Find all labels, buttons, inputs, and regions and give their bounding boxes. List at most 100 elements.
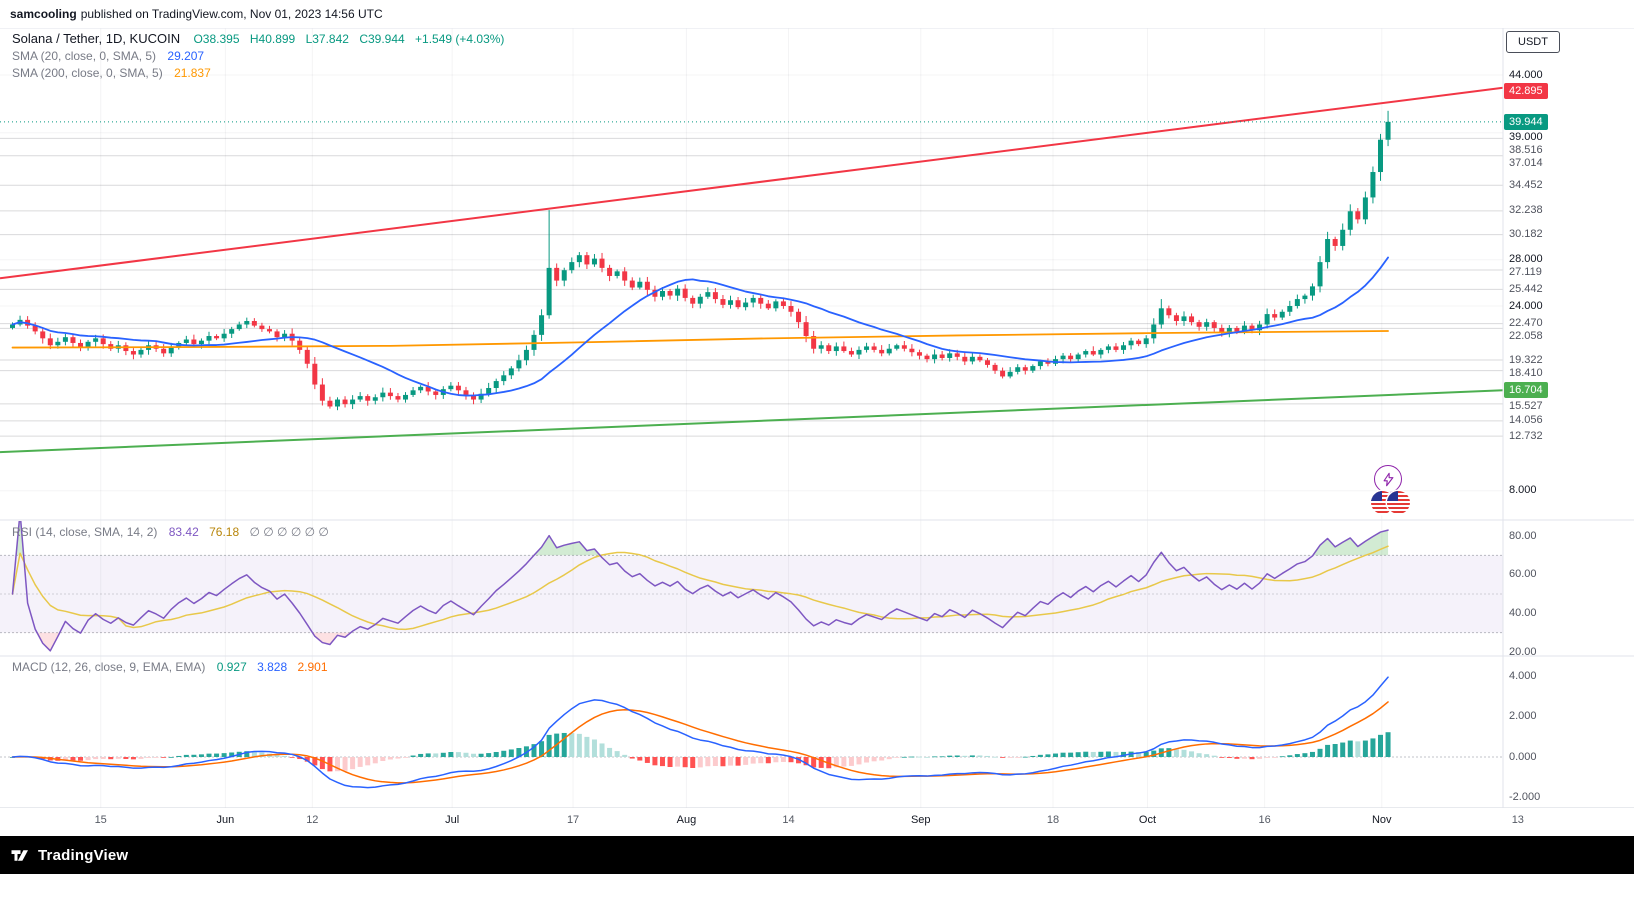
macd-histogram-bar — [1060, 752, 1066, 757]
candle — [848, 351, 854, 355]
candle — [327, 400, 333, 407]
macd-histogram-bar — [1037, 754, 1043, 757]
macd-histogram-bar — [1007, 757, 1013, 758]
macd-histogram-bar — [1317, 748, 1323, 757]
candle — [350, 399, 356, 405]
candle — [214, 336, 220, 339]
tradingview-wordmark[interactable]: TradingView — [38, 846, 129, 864]
macd-histogram-bar — [1204, 754, 1210, 757]
candle — [803, 322, 809, 337]
candle — [1128, 340, 1134, 346]
candle — [304, 349, 310, 364]
candle — [690, 297, 696, 304]
time-axis-label: 17 — [566, 814, 580, 826]
rsi-lines — [11, 521, 1389, 652]
candle — [546, 267, 552, 316]
price-axis-label: 30.182 — [1509, 228, 1543, 241]
macd-axis-label: -2.000 — [1509, 790, 1541, 803]
symbol-title: Solana / Tether, 1D, KUCOIN — [12, 31, 181, 46]
sma20-legend[interactable]: SMA (20, close, 0, SMA, 5) 29.207 — [12, 49, 211, 63]
macd-histogram-bar — [712, 757, 718, 767]
macd-legend[interactable]: MACD (12, 26, close, 9, EMA, EMA) 0.927 … — [12, 660, 335, 674]
macd-histogram-bar — [591, 739, 597, 757]
macd-histogram-bar — [1355, 741, 1361, 757]
candle — [924, 355, 930, 360]
candle — [10, 324, 15, 328]
candle — [282, 333, 288, 338]
boost-icon[interactable] — [1374, 465, 1402, 493]
candle — [667, 290, 673, 296]
sma200-legend[interactable]: SMA (200, close, 0, SMA, 5) 21.837 — [12, 66, 218, 80]
candle — [1158, 308, 1164, 325]
candle — [1136, 340, 1142, 345]
macd-histogram-bar — [1370, 738, 1376, 757]
macd-histogram-bar — [85, 757, 91, 761]
pane-separators — [0, 27, 1634, 834]
candle — [40, 331, 46, 339]
macd-histogram-bar — [78, 757, 84, 761]
candle — [251, 321, 257, 326]
price-axis-badge: 42.895 — [1504, 83, 1548, 99]
candle — [992, 364, 998, 371]
macd-histogram-bar — [584, 736, 590, 757]
gridlines — [0, 28, 1503, 808]
macd-histogram-bar — [372, 757, 378, 764]
candle — [539, 315, 545, 335]
candle — [576, 255, 582, 263]
trendlines — [0, 86, 1504, 454]
candle — [123, 345, 129, 352]
macd-histogram-bar — [1257, 757, 1263, 759]
candle — [380, 392, 386, 398]
candle — [856, 349, 862, 355]
price-axis[interactable]: 44.000 42.895 39.944 39.000 38.516 37.014 34.4… — [1503, 28, 1634, 808]
time-axis-label: Aug — [676, 814, 697, 826]
candle — [659, 290, 665, 297]
time-axis[interactable]: 15 Jun 12 Jul 17 Aug 14 Sep 18 Oct 16 Nov 13 — [0, 808, 1634, 834]
candle — [508, 368, 514, 376]
macd-histogram-bar — [932, 756, 938, 758]
candle — [750, 297, 756, 303]
macd-histogram-bar — [569, 733, 575, 757]
quote-currency-tab[interactable]: USDT — [1506, 31, 1560, 53]
candle — [720, 299, 726, 305]
macd-histogram-bar — [1105, 751, 1111, 757]
time-axis-label: Oct — [1138, 814, 1157, 826]
macd-histogram-bar — [1309, 751, 1315, 757]
candle — [1068, 355, 1074, 360]
candle — [1075, 354, 1081, 360]
macd-histogram-bar — [153, 757, 159, 758]
macd-histogram-bar — [561, 732, 567, 757]
symbol-legend[interactable]: Solana / Tether, 1D, KUCOIN O38.395 H40.… — [12, 31, 511, 46]
macd-hist-value: 0.927 — [216, 660, 247, 674]
macd-histogram-bar — [229, 752, 235, 757]
candle — [561, 270, 567, 281]
price-axis-label: 44.000 — [1509, 68, 1543, 81]
candle — [871, 346, 877, 350]
macd-histogram-bar — [191, 754, 197, 757]
macd-histogram-bar — [418, 753, 424, 757]
tradingview-logo-icon[interactable] — [10, 845, 31, 866]
macd-histogram-bar — [614, 751, 620, 757]
candle — [584, 255, 590, 265]
macd-histogram-bar — [629, 757, 635, 759]
macd-histogram-bar — [1098, 751, 1104, 757]
macd-histogram-bar — [909, 756, 915, 758]
macd-histogram-bar — [108, 757, 114, 760]
macd-histogram-bar — [811, 757, 817, 768]
candle — [183, 339, 189, 343]
candle — [312, 363, 318, 385]
time-axis-label: 16 — [1258, 814, 1271, 826]
macd-histogram-bar — [652, 757, 658, 766]
macd-histogram-bar — [1302, 753, 1308, 757]
macd-histogram-bar — [947, 755, 953, 757]
macd-histogram-bar — [1249, 757, 1255, 760]
candle — [833, 346, 839, 352]
price-axis-label: 19.322 — [1509, 353, 1543, 366]
macd-histogram-bar — [977, 755, 983, 757]
rsi-legend[interactable]: RSI (14, close, SMA, 14, 2) 83.42 76.18 … — [12, 525, 337, 539]
price-axis-badge: 39.944 — [1504, 113, 1548, 130]
reaction-flags-icon[interactable] — [1371, 491, 1413, 517]
macd-histogram-bar — [403, 757, 409, 758]
candle — [448, 385, 454, 390]
